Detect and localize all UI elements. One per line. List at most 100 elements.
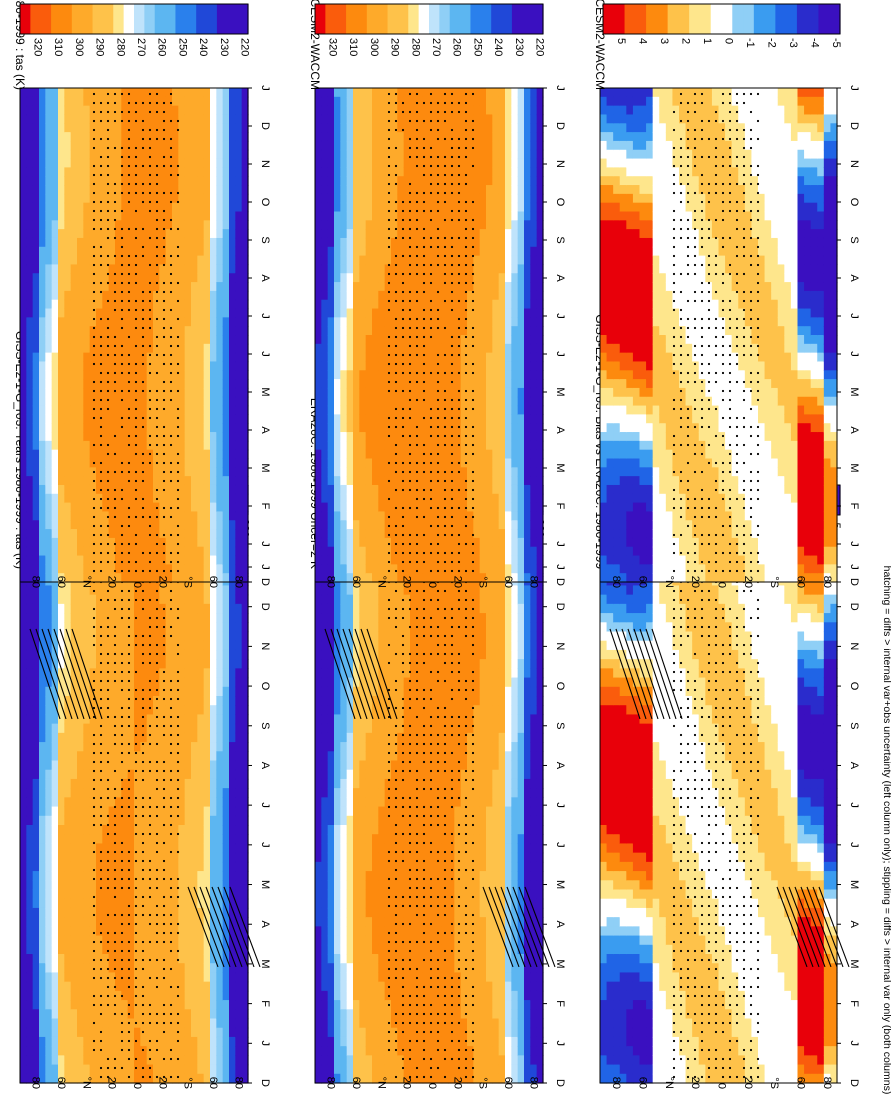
colorbar-tick-p6: -3: [787, 38, 799, 48]
colorbar-tick-p4: 260: [451, 38, 463, 56]
y-tick-p6: 0: [716, 582, 728, 588]
y-tick-p2: 0: [131, 582, 143, 588]
y-tick-p4: °N: [375, 576, 387, 588]
colorbar-tick-p6: 1: [701, 38, 713, 44]
y-tick-p3: 0: [426, 1083, 438, 1089]
y-tick-p5: 20: [689, 1077, 701, 1089]
x-tick-p3: J: [554, 842, 566, 848]
x-tick-p4: O: [554, 198, 566, 207]
x-tick-p2: S: [259, 236, 271, 243]
y-tick-p3: 80: [527, 1077, 539, 1089]
x-tick-p1: A: [259, 921, 271, 929]
x-tick-p6: M: [848, 463, 860, 472]
colorbar-tick-p2: 290: [94, 38, 106, 56]
x-tick-p6: A: [848, 274, 860, 282]
y-tick-p3: 60: [502, 1077, 514, 1089]
x-tick-p2: M: [259, 387, 271, 396]
x-tick-p2: M: [259, 463, 271, 472]
colorbar-tick-p4: 310: [347, 38, 359, 56]
y-tick-p1: 80: [30, 1077, 42, 1089]
y-tick-p1: 0: [131, 1083, 143, 1089]
x-tick-p3: O: [554, 682, 566, 691]
y-tick-p1: °S: [182, 1077, 194, 1089]
panel-p1: GISS-E2-1-G_r03: Years 1980-1999 : tas (…: [13, 331, 271, 1089]
x-tick-p5: J: [848, 842, 860, 848]
colorbar-tick-p2: 250: [176, 38, 188, 56]
y-tick-p2: 80: [232, 576, 244, 588]
x-tick-p2: J: [259, 313, 271, 319]
colorbar-tick-p6: -1: [744, 38, 756, 48]
colorbar-tick-p6: 4: [636, 38, 648, 44]
panel-p2: GISS-E2-1-G_r03: Years 1980-1999 : tas (…: [13, 0, 271, 588]
x-tick-p1: N: [259, 642, 271, 650]
x-tick-p5: N: [848, 642, 860, 650]
y-tick-p2: 60: [55, 576, 67, 588]
x-tick-p5: D: [848, 1079, 860, 1087]
colorbar-tick-p2: 270: [135, 38, 147, 56]
y-tick-p6: °S: [768, 576, 780, 588]
y-tick-p2: 20: [156, 576, 168, 588]
y-tick-p1: 80: [232, 1077, 244, 1089]
plot-frame-p6: [599, 87, 838, 583]
x-tick-p2: D: [259, 578, 271, 586]
x-tick-p6: J: [848, 313, 860, 319]
x-tick-p5: D: [848, 603, 860, 611]
x-tick-p6: O: [848, 198, 860, 207]
x-tick-p3: M: [554, 959, 566, 968]
x-tick-p1: O: [259, 682, 271, 691]
colorbar-p2: 320 310 300 290 280 270 260 250 240 230 220: [19, 3, 251, 56]
x-tick-p1: M: [259, 959, 271, 968]
y-tick-p2: °N: [80, 576, 92, 588]
x-tick-p2: N: [259, 160, 271, 168]
hatching-p3: [324, 628, 556, 968]
x-tick-p1: D: [259, 603, 271, 611]
y-tick-p4: 20: [451, 576, 463, 588]
y-tick-p1: 60: [207, 1077, 219, 1089]
colorbar-tick-p6: -5: [830, 38, 842, 48]
x-tick-p2: J: [259, 351, 271, 357]
y-tick-p2: 60: [207, 576, 219, 588]
x-tick-p2: D: [259, 122, 271, 130]
y-tick-p6: 20: [742, 576, 754, 588]
y-tick-p6: °N: [663, 576, 675, 588]
x-tick-p6: A: [848, 426, 860, 434]
y-tick-p4: 80: [527, 576, 539, 588]
hatching-p1: [29, 628, 261, 968]
x-tick-p1: J: [259, 564, 271, 570]
colorbar-tick-p6: 5: [615, 38, 627, 44]
y-tick-p1: 60: [55, 1077, 67, 1089]
x-tick-p6: M: [848, 387, 860, 396]
y-tick-p4: °S: [477, 576, 489, 588]
colorbar-tick-p2: 230: [218, 38, 230, 56]
colorbar-p4: 320 310 300 290 280 270 260 250 240 230 220: [314, 3, 546, 56]
x-tick-p6: J: [848, 541, 860, 547]
x-tick-p1: J: [259, 1041, 271, 1047]
colorbar-tick-p4: 270: [430, 38, 442, 56]
x-tick-p5: A: [848, 921, 860, 929]
x-tick-p3: J: [554, 564, 566, 570]
x-tick-p5: M: [848, 880, 860, 889]
y-tick-p1: °N: [80, 1077, 92, 1089]
x-tick-p3: D: [554, 1079, 566, 1087]
x-tick-p4: N: [554, 160, 566, 168]
y-tick-p5: °S: [768, 1077, 780, 1089]
x-tick-p4: J: [554, 85, 566, 91]
colorbar-tick-p2: 220: [239, 38, 251, 56]
x-tick-p3: F: [554, 1000, 566, 1007]
stippling-p6: [672, 92, 760, 573]
figure-footnote: hatching = diffs > internal var+obs unce…: [881, 566, 891, 1095]
hatching-p5: [609, 628, 850, 968]
x-tick-p1: D: [259, 1079, 271, 1087]
y-tick-p4: 0: [426, 582, 438, 588]
x-tick-p4: M: [554, 387, 566, 396]
y-tick-p3: 20: [401, 1077, 413, 1089]
x-tick-p5: M: [848, 959, 860, 968]
y-tick-p3: 20: [451, 1077, 463, 1089]
x-tick-p6: D: [848, 122, 860, 130]
x-tick-p1: J: [259, 842, 271, 848]
x-tick-p4: S: [554, 236, 566, 243]
x-tick-p5: F: [848, 1000, 860, 1007]
colorbar-tick-p2: 260: [156, 38, 168, 56]
x-tick-p4: J: [554, 313, 566, 319]
